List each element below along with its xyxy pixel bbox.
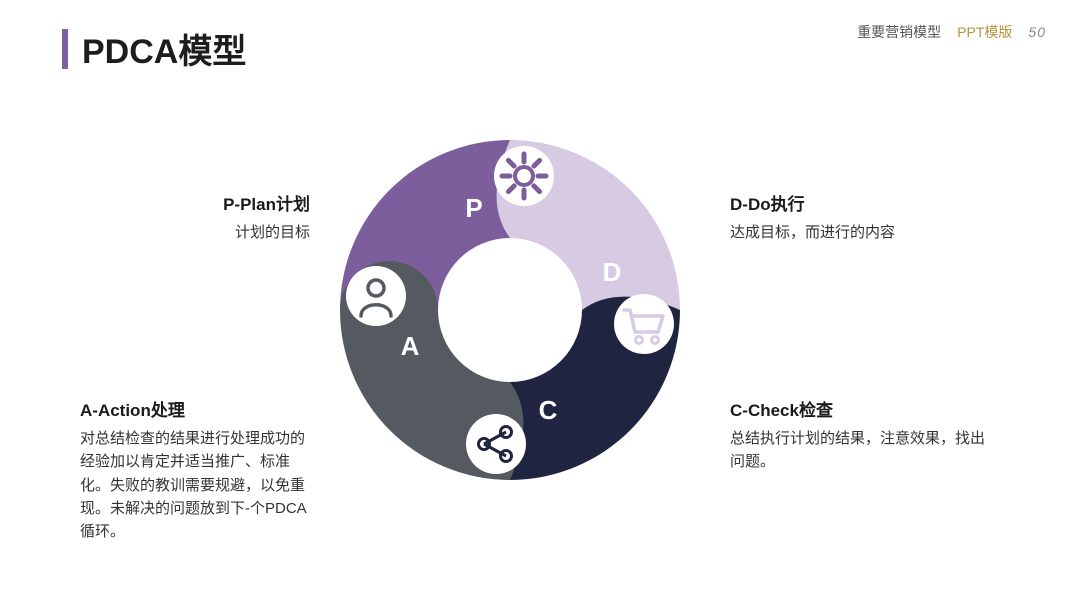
callout-action-body: 对总结检查的结果进行处理成功的经验加以肯定并适当推广、标准化。失败的教训需要规避…	[80, 427, 310, 543]
page-title: PDCA模型	[82, 24, 246, 73]
callout-action: A-Action处理 对总结检查的结果进行处理成功的经验加以肯定并适当推广、标准…	[80, 396, 310, 543]
title-bar: PDCA模型	[62, 24, 246, 73]
callout-action-title: A-Action处理	[80, 396, 310, 421]
header-right: 重要营销模型 PPT模版 50	[857, 22, 1046, 42]
callout-check: C-Check检查 总结执行计划的结果，注意效果，找出问题。	[730, 396, 990, 474]
segment-d-letter: D	[603, 257, 622, 287]
callout-plan-body: 计划的目标	[130, 221, 310, 244]
pdca-diagram: P D C A	[320, 120, 700, 500]
page-number: 50	[1028, 24, 1046, 40]
segment-d-icon-bg	[614, 294, 674, 354]
callout-plan: P-Plan计划 计划的目标	[130, 190, 310, 244]
segment-p-letter: P	[465, 193, 482, 223]
title-accent	[62, 29, 68, 69]
callout-do-body: 达成目标，而进行的内容	[730, 221, 990, 244]
callout-check-body: 总结执行计划的结果，注意效果，找出问题。	[730, 427, 990, 474]
callout-do-title: D-Do执行	[730, 190, 990, 215]
header-template: PPT模版	[957, 22, 1012, 42]
header-subtitle: 重要营销模型	[857, 22, 941, 42]
callout-check-title: C-Check检查	[730, 396, 990, 421]
callout-do: D-Do执行 达成目标，而进行的内容	[730, 190, 990, 244]
callout-plan-title: P-Plan计划	[130, 190, 310, 215]
diagram-center	[442, 242, 578, 378]
segment-c-letter: C	[539, 395, 558, 425]
segment-a-letter: A	[401, 331, 420, 361]
slide: PDCA模型 重要营销模型 PPT模版 50 P D C A P-Plan计划 计划的…	[0, 0, 1080, 608]
segment-c-icon-bg	[466, 414, 526, 474]
